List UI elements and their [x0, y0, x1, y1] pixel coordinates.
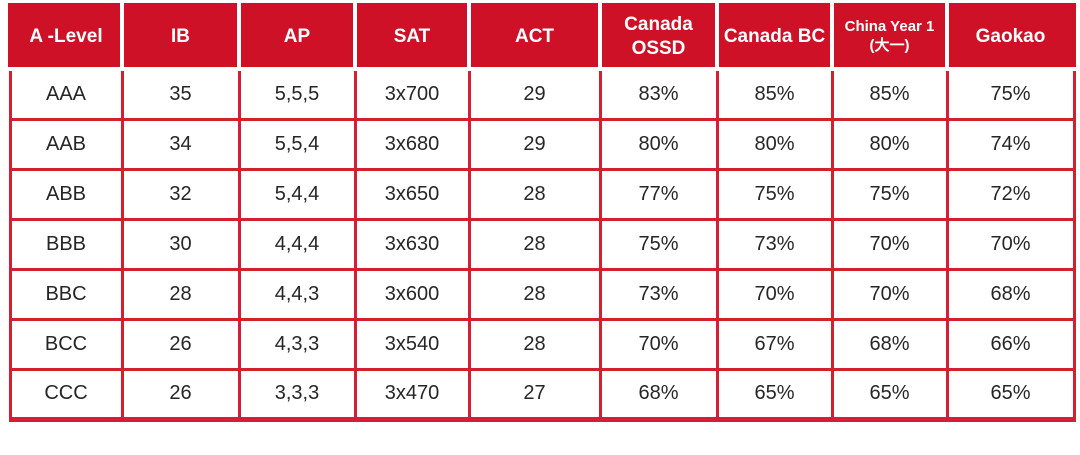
table-cell-gaokao: 75%	[945, 67, 1076, 121]
table-cell-a-level: AAA	[8, 67, 124, 121]
table-row: CCC 26 3,3,3 3x470 27 68% 65% 65% 65%	[8, 367, 1076, 421]
table-cell-canada-bc: 67%	[715, 317, 834, 371]
table-cell-act: 27	[467, 367, 602, 421]
table-cell-gaokao: 66%	[945, 317, 1076, 371]
table-cell-canada-bc: 80%	[715, 117, 834, 171]
table-cell-canada-bc: 75%	[715, 167, 834, 221]
column-header-ib: IB	[120, 3, 241, 71]
table-body: AAA 35 5,5,5 3x700 29 83% 85% 85% 75% AAB 34 5,5,4 3…	[8, 67, 1076, 421]
table-cell-a-level: ABB	[8, 167, 124, 221]
column-header-canada-bc: Canada BC	[715, 3, 834, 71]
table-cell-ap: 4,4,3	[237, 267, 357, 321]
table-cell-gaokao: 68%	[945, 267, 1076, 321]
table-cell-canada-ossd: 75%	[598, 217, 719, 271]
table-cell-sat: 3x680	[353, 117, 471, 171]
table-cell-gaokao: 70%	[945, 217, 1076, 271]
table-cell-ib: 32	[120, 167, 241, 221]
table-header: A -Level IB AP SAT ACT Canada OSSD Canad…	[8, 3, 1076, 71]
table-cell-ap: 5,5,5	[237, 67, 357, 121]
table-cell-ap: 5,4,4	[237, 167, 357, 221]
table-cell-a-level: BBB	[8, 217, 124, 271]
table-cell-sat: 3x650	[353, 167, 471, 221]
table-cell-canada-ossd: 80%	[598, 117, 719, 171]
table-cell-canada-bc: 85%	[715, 67, 834, 121]
table-cell-ap: 5,5,4	[237, 117, 357, 171]
column-header-sat: SAT	[353, 3, 471, 71]
table-cell-china-year1: 80%	[830, 117, 949, 171]
table-cell-a-level: AAB	[8, 117, 124, 171]
table-cell-canada-ossd: 83%	[598, 67, 719, 121]
table-cell-canada-ossd: 73%	[598, 267, 719, 321]
table-row: AAA 35 5,5,5 3x700 29 83% 85% 85% 75%	[8, 67, 1076, 121]
table-cell-gaokao: 65%	[945, 367, 1076, 421]
table-cell-gaokao: 72%	[945, 167, 1076, 221]
table-cell-act: 29	[467, 117, 602, 171]
table-cell-sat: 3x470	[353, 367, 471, 421]
table-cell-ap: 4,3,3	[237, 317, 357, 371]
table-cell-ib: 28	[120, 267, 241, 321]
table-cell-canada-bc: 65%	[715, 367, 834, 421]
table-cell-china-year1: 70%	[830, 267, 949, 321]
table-cell-china-year1: 75%	[830, 167, 949, 221]
table-row: BBC 28 4,4,3 3x600 28 73% 70% 70% 68%	[8, 267, 1076, 321]
column-header-a-level: A -Level	[8, 3, 124, 71]
table-cell-act: 28	[467, 217, 602, 271]
table-cell-ib: 26	[120, 317, 241, 371]
table-cell-canada-bc: 73%	[715, 217, 834, 271]
grade-equivalency-table: A -Level IB AP SAT ACT Canada OSSD Canad…	[8, 3, 1076, 422]
column-header-canada-ossd: Canada OSSD	[598, 3, 719, 71]
table-cell-sat: 3x630	[353, 217, 471, 271]
table-cell-canada-ossd: 70%	[598, 317, 719, 371]
table-cell-china-year1: 70%	[830, 217, 949, 271]
column-header-act: ACT	[467, 3, 602, 71]
table-cell-a-level: CCC	[8, 367, 124, 421]
table-cell-gaokao: 74%	[945, 117, 1076, 171]
column-header-gaokao: Gaokao	[945, 3, 1076, 71]
table-cell-act: 28	[467, 167, 602, 221]
table-row: BBB 30 4,4,4 3x630 28 75% 73% 70% 70%	[8, 217, 1076, 271]
table-row: ABB 32 5,4,4 3x650 28 77% 75% 75% 72%	[8, 167, 1076, 221]
table-cell-a-level: BBC	[8, 267, 124, 321]
table-cell-sat: 3x600	[353, 267, 471, 321]
table-cell-act: 28	[467, 317, 602, 371]
table-cell-ib: 35	[120, 67, 241, 121]
table-cell-sat: 3x700	[353, 67, 471, 121]
table-cell-ib: 34	[120, 117, 241, 171]
table-cell-a-level: BCC	[8, 317, 124, 371]
table-cell-act: 28	[467, 267, 602, 321]
table-cell-ib: 26	[120, 367, 241, 421]
page: A -Level IB AP SAT ACT Canada OSSD Canad…	[8, 3, 1076, 422]
table-cell-canada-ossd: 68%	[598, 367, 719, 421]
header-row: A -Level IB AP SAT ACT Canada OSSD Canad…	[8, 3, 1076, 71]
table-cell-ib: 30	[120, 217, 241, 271]
table-cell-canada-bc: 70%	[715, 267, 834, 321]
table-cell-ap: 3,3,3	[237, 367, 357, 421]
table-cell-ap: 4,4,4	[237, 217, 357, 271]
table-cell-china-year1: 68%	[830, 317, 949, 371]
table-cell-sat: 3x540	[353, 317, 471, 371]
table-row: AAB 34 5,5,4 3x680 29 80% 80% 80% 74%	[8, 117, 1076, 171]
table-cell-china-year1: 85%	[830, 67, 949, 121]
column-header-china-year1: China Year 1 (大一)	[830, 3, 949, 71]
table-cell-canada-ossd: 77%	[598, 167, 719, 221]
table-row: BCC 26 4,3,3 3x540 28 70% 67% 68% 66%	[8, 317, 1076, 371]
table-cell-china-year1: 65%	[830, 367, 949, 421]
table-cell-act: 29	[467, 67, 602, 121]
column-header-ap: AP	[237, 3, 357, 71]
